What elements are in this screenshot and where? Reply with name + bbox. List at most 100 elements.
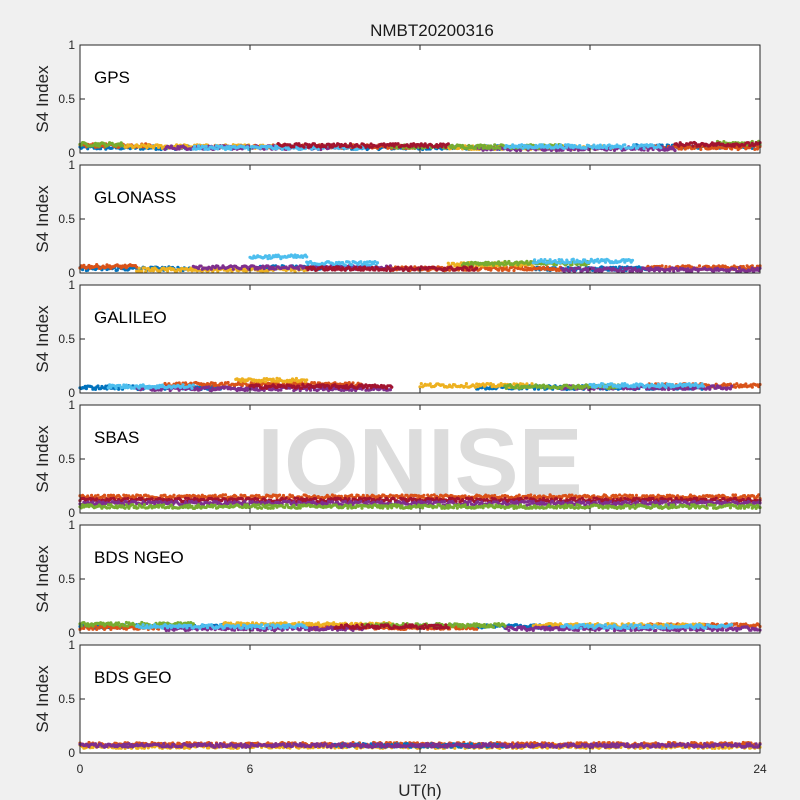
data-point	[390, 385, 394, 389]
y-tick-label: 0.5	[58, 332, 75, 346]
data-point	[343, 263, 347, 267]
data-point	[151, 269, 155, 273]
data-point	[102, 493, 107, 497]
data-point	[677, 147, 681, 151]
data-point	[386, 146, 390, 150]
data-point	[697, 264, 702, 268]
data-point	[664, 385, 668, 389]
data-point	[262, 147, 266, 151]
data-point	[699, 147, 703, 151]
data-point	[137, 266, 141, 270]
y-tick-label: 1	[68, 278, 75, 292]
data-point	[571, 257, 575, 261]
data-point	[384, 268, 389, 272]
data-point	[518, 148, 523, 153]
data-point	[525, 259, 529, 263]
plot-area	[80, 45, 760, 153]
data-point	[350, 263, 354, 267]
data-point	[140, 269, 144, 273]
plot-area	[80, 165, 760, 273]
data-point	[124, 145, 128, 149]
data-point	[199, 264, 203, 268]
data-point	[460, 268, 465, 272]
data-point	[176, 145, 180, 149]
data-point	[297, 267, 301, 271]
data-point	[278, 493, 282, 497]
data-point	[169, 144, 173, 148]
data-point	[345, 383, 349, 387]
data-point	[744, 382, 748, 386]
data-point	[621, 269, 626, 273]
y-tick-label: 0.5	[58, 92, 75, 106]
y-tick-label: 0.5	[58, 212, 75, 226]
figure-title: NMBT20200316	[370, 21, 494, 40]
data-point	[96, 493, 100, 497]
data-point	[737, 266, 742, 270]
data-point	[548, 258, 552, 262]
data-point	[175, 147, 179, 151]
data-point	[753, 147, 757, 151]
data-point	[691, 144, 695, 148]
data-point	[673, 148, 677, 153]
data-point	[516, 383, 520, 387]
data-point	[498, 146, 502, 150]
panel-label: GALILEO	[94, 308, 167, 327]
data-point	[659, 146, 663, 150]
data-point	[223, 493, 228, 497]
data-point	[543, 258, 547, 262]
data-point	[724, 146, 729, 151]
data-point	[428, 382, 432, 386]
panel-label: GLONASS	[94, 188, 176, 207]
plot-area	[80, 285, 760, 393]
data-point	[172, 493, 176, 497]
data-point	[196, 144, 201, 148]
data-point	[598, 384, 602, 388]
data-point	[475, 266, 479, 270]
data-point	[204, 144, 208, 148]
data-point	[305, 255, 309, 259]
data-point	[630, 258, 635, 262]
data-point	[750, 385, 754, 389]
data-point	[159, 144, 163, 148]
data-point	[464, 382, 468, 386]
data-point	[305, 378, 309, 382]
data-point	[603, 260, 608, 264]
data-point	[730, 384, 734, 388]
data-point	[633, 385, 637, 389]
data-point	[145, 146, 149, 150]
data-point	[701, 384, 705, 388]
data-point	[660, 264, 664, 268]
data-point	[493, 143, 497, 147]
data-point	[207, 385, 211, 389]
y-tick-label: 1	[68, 38, 75, 52]
data-point	[302, 145, 306, 149]
data-point	[359, 145, 363, 149]
y-axis-label: S4 Index	[33, 305, 52, 373]
data-point	[572, 269, 577, 273]
data-point	[639, 269, 644, 273]
data-point	[193, 144, 197, 148]
panel-label: GPS	[94, 68, 130, 87]
data-point	[512, 268, 516, 273]
data-point	[592, 382, 596, 386]
data-point	[708, 387, 712, 391]
data-point	[446, 142, 450, 146]
data-point	[177, 147, 181, 151]
y-axis-label: S4 Index	[33, 185, 52, 253]
data-point	[467, 268, 471, 272]
data-point	[226, 380, 230, 385]
data-point	[619, 266, 623, 270]
data-point	[419, 382, 423, 386]
y-tick-label: 1	[68, 158, 75, 172]
data-point	[746, 141, 751, 145]
data-point	[497, 268, 501, 272]
data-point	[567, 269, 572, 273]
data-point	[642, 146, 646, 150]
data-point	[422, 493, 426, 497]
data-point	[155, 143, 159, 147]
